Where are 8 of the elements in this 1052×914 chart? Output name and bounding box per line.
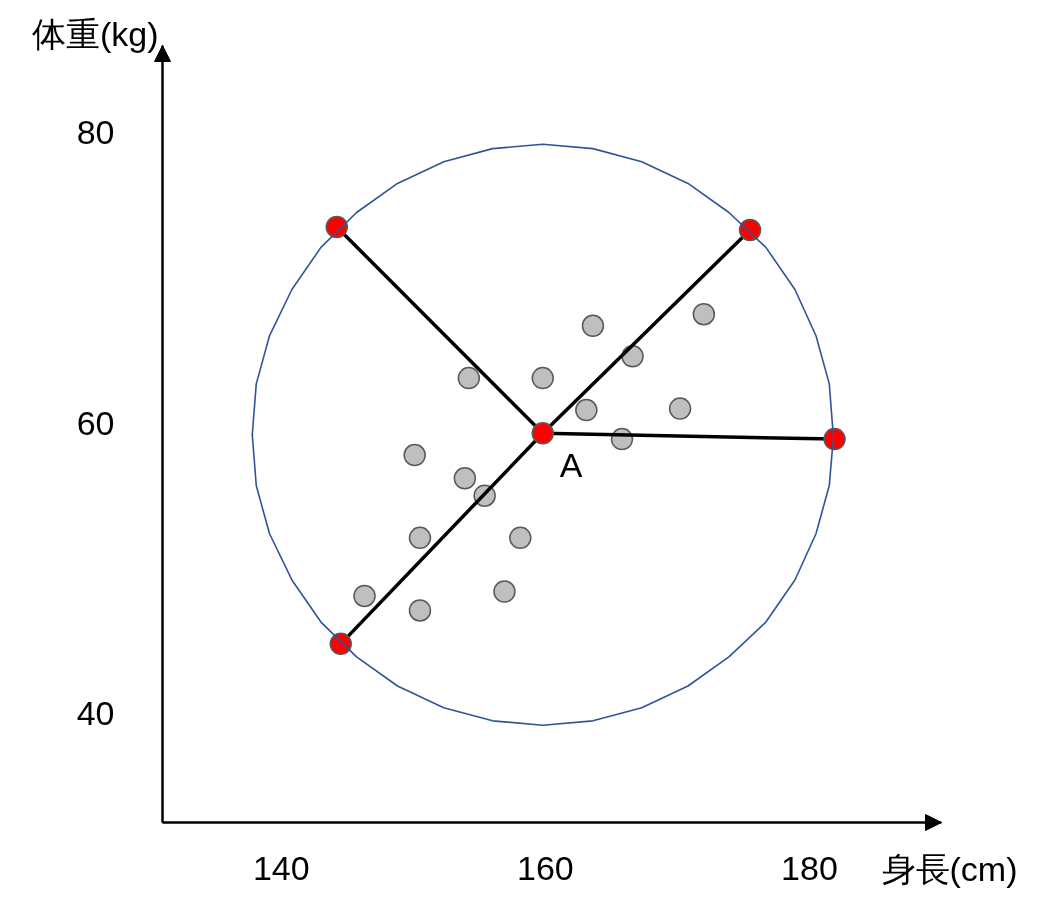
x-axis-title: 身長(cm)	[881, 849, 1018, 888]
y-tick-label: 80	[76, 113, 115, 152]
y-tick-label: 60	[76, 403, 115, 442]
y-tick-label: 40	[76, 694, 115, 733]
x-tick-label: 160	[517, 848, 574, 887]
x-tick-label: 140	[252, 848, 310, 887]
x-tick-label: 180	[781, 848, 838, 887]
y-axis-title: 体重(kg)	[31, 14, 159, 53]
